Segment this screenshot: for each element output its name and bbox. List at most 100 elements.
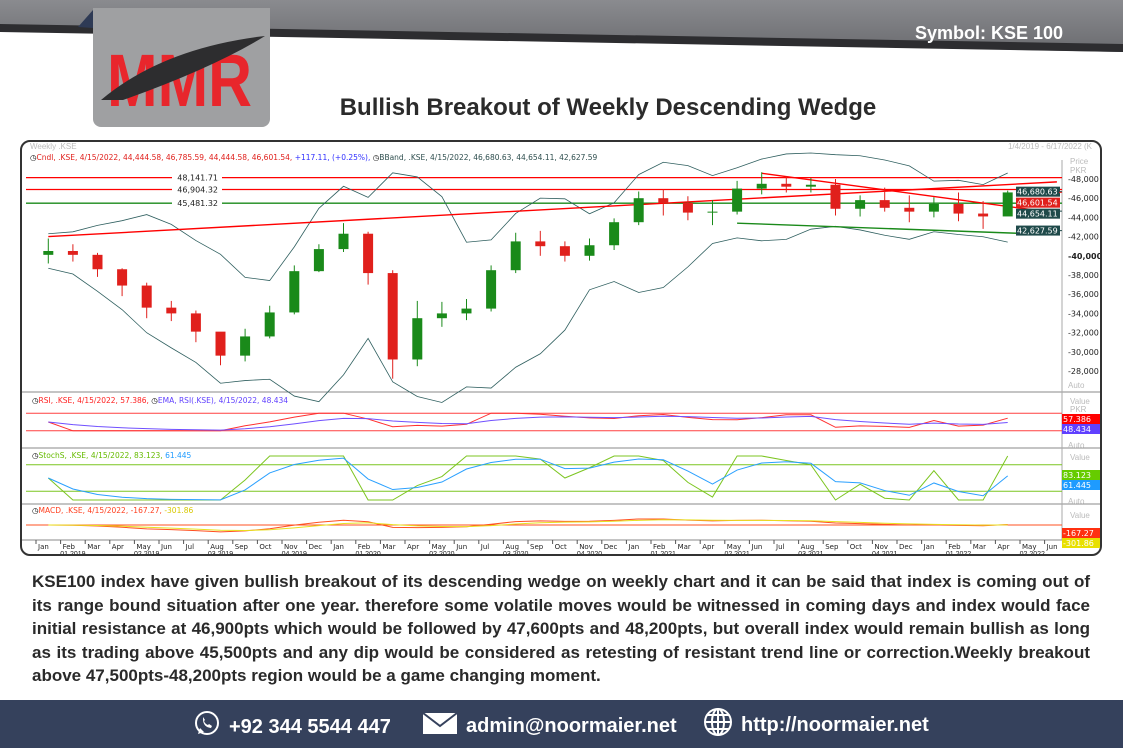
value-tag-label: 48.434 [1063,425,1091,434]
month-label: Sep [825,543,839,551]
stoch-line [47,455,1009,501]
month-label: Feb [63,543,76,551]
stoch-legend: ◷StochS, .KSE, 4/15/2022, 83.123, 61.445 [32,451,192,460]
macd-line [48,518,1008,533]
candle-body [436,313,447,319]
quarter-label: 02 2020 [429,551,454,556]
price-tag [1016,186,1060,197]
candle-body [978,213,989,217]
candle-body [904,207,915,212]
month-label: May [432,543,446,551]
chart-canvas: 48,141.71 46,904.32 45,481.32 -48,000 -46,00… [22,152,1100,556]
month-label: Mar [973,543,986,551]
price-tick: -48,000 [1068,175,1099,184]
candle-body [707,211,718,213]
month-label: Mar [87,543,100,551]
month-label: Mar [678,543,691,551]
quarter-label: 01 2022 [946,551,971,556]
candle-body [855,200,866,209]
footer: +92 344 5544 447 admin@noormaier.net htt… [0,700,1123,748]
price-tick: -42,000 [1068,233,1099,242]
candle-body [363,233,374,274]
candle-body [486,270,497,309]
quarter-label: 01 2021 [651,551,676,556]
chart-window: 48,141.71 46,904.32 45,481.32 -48,000 -46,00… [20,140,1102,556]
month-label: Jul [775,543,785,551]
bollinger-band [48,225,1008,403]
month-label: Dec [604,543,618,551]
candle-body [732,188,743,212]
phone-number[interactable]: +92 344 5544 447 [229,715,391,738]
month-label: Jan [923,543,935,551]
price-tick: -44,000 [1068,213,1099,222]
value-tag [1062,480,1100,490]
candle-body [43,251,54,255]
price-tick: -30,000 [1068,348,1099,357]
price-tag-label: 46,680.63 [1017,188,1058,197]
auto-scale-button[interactable]: Auto [1068,497,1085,506]
header-banner [0,0,1123,52]
month-label: Apr [997,543,1009,551]
month-label: May [136,543,150,551]
candle-body [240,336,251,356]
month-label: Feb [948,543,961,551]
month-label: Jan [627,543,639,551]
analysis-text: KSE100 index have given bullish breakout… [32,572,1090,685]
candle-body [117,269,128,286]
price-legend: ◷Cndl, .KSE, 4/15/2022, 44,444.58, 46,78… [30,153,598,162]
quarter-label: 03 2021 [798,551,823,556]
month-label: Oct [555,543,567,551]
level-label-bg [172,184,222,195]
month-label: May [1022,543,1036,551]
email-link[interactable]: admin@noormaier.net [466,714,677,737]
month-label: Aug [210,543,224,551]
quarter-label: 04 2020 [577,551,602,556]
rsi-legend: ◷RSI, .KSE, 4/15/2022, 57.386, ◷EMA, RSI… [32,396,289,405]
candle-body [412,318,423,360]
candle-body [805,184,816,187]
value-axis-unit: PKR [1070,405,1087,414]
level-label: 48,141.71 [177,174,218,183]
price-tag [1016,197,1060,208]
price-tag [1016,208,1060,219]
bollinger-band [48,152,1008,281]
month-label: Jul [185,543,195,551]
globe-icon [703,707,733,743]
value-tag-label: 83.123 [1063,471,1091,480]
quarter-label: 04 2019 [282,551,307,556]
candle-body [289,271,300,313]
candle-body [92,254,103,270]
envelope-icon [422,710,458,742]
price-tick: -38,000 [1068,271,1099,280]
candle-body [141,285,152,308]
month-label: Apr [407,543,419,551]
candle-body [633,198,644,223]
auto-scale-button[interactable]: Auto [1068,381,1085,390]
value-tag [1062,414,1100,424]
quarter-label: 01 2019 [60,551,85,556]
value-tag [1062,470,1100,480]
value-axis-header: Value [1070,453,1090,462]
candle-body [559,246,570,256]
value-tag-label: 57.386 [1063,415,1091,424]
website-link[interactable]: http://noormaier.net [741,713,929,736]
level-label-bg [172,198,222,209]
value-tag [1062,528,1100,538]
candle-body [67,251,78,255]
value-tag-label: -301.86 [1063,539,1094,548]
level-label: 46,904.32 [177,186,218,195]
month-label: Jan [332,543,344,551]
mmr-logo: MMR [93,8,270,127]
quarter-label: 03 2019 [208,551,233,556]
month-label: Nov [579,543,593,551]
price-tick: -36,000 [1068,290,1099,299]
level-label: 45,481.32 [177,199,218,208]
value-axis-header: Value [1070,511,1090,520]
month-label: Mar [382,543,395,551]
candle-body [166,307,177,314]
candle-body [313,249,324,272]
month-label: Jun [1046,543,1058,551]
auto-scale-button[interactable]: Auto [1068,441,1085,450]
value-tag [1062,538,1100,548]
candle-body [264,312,275,337]
